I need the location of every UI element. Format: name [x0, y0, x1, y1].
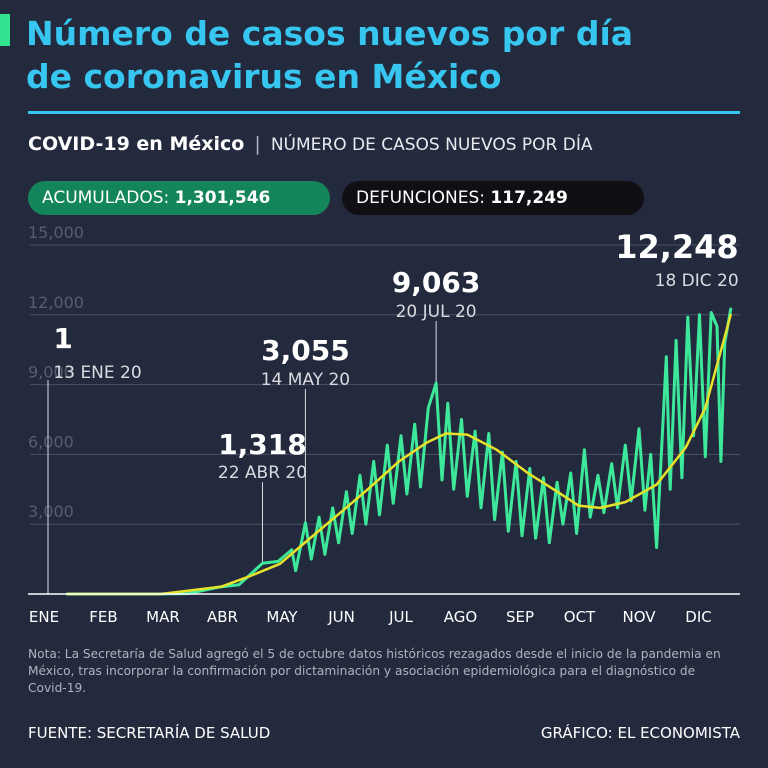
deaths-label: DEFUNCIONES: — [356, 188, 486, 208]
x-tick-label-0: ENE — [29, 608, 59, 626]
x-tick-label-6: JUL — [388, 608, 413, 626]
graphic-credit: GRÁFICO: EL ECONOMISTA — [540, 724, 740, 742]
title-accent-bar — [0, 14, 10, 46]
x-tick-label-9: OCT — [564, 608, 596, 626]
annotation-value-3: 9,063 — [392, 266, 481, 299]
grid-layer: 3,000 6,000 9,000 12,000 15,000 — [28, 223, 740, 525]
x-tick-label-11: DIC — [685, 608, 711, 626]
y-tick-label-4: 15,000 — [28, 223, 84, 242]
y-tick-label-0: 3,000 — [28, 502, 74, 521]
cases-line-chart: 3,000 6,000 9,000 12,000 15,000 1 13 ENE 20 1,… — [28, 223, 740, 626]
subtitle-light: NÚMERO DE CASOS NUEVOS POR DÍA — [270, 135, 593, 155]
annotation-date-3: 20 JUL 20 — [396, 302, 477, 322]
subtitle-bold: COVID-19 en México — [28, 133, 245, 155]
y-tick-label-1: 6,000 — [28, 432, 74, 451]
x-tick-label-5: JUN — [327, 608, 355, 626]
annotation-date-1: 22 ABR 20 — [218, 463, 307, 483]
accumulated-badge: ACUMULADOS: 1,301,546 — [28, 181, 330, 215]
annotation-value-4: 12,248 — [615, 228, 738, 266]
x-tick-label-3: ABR — [207, 608, 238, 626]
annotation-date-2: 14 MAY 20 — [261, 370, 350, 390]
chart-subtitle: COVID-19 en México | NÚMERO DE CASOS NUE… — [28, 133, 593, 155]
x-tick-label-7: AGO — [444, 608, 477, 626]
page-title: Número de casos nuevos por día de corona… — [26, 12, 633, 98]
annotation-date-4: 18 DIC 20 — [655, 271, 739, 291]
annotation-date-0: 13 ENE 20 — [53, 363, 141, 383]
annotation-value-1: 1,318 — [218, 428, 307, 461]
series-layer — [65, 307, 733, 596]
annotation-leaders — [47, 321, 437, 594]
x-tick-label-4: MAY — [266, 608, 298, 626]
x-tick-label-1: FEB — [89, 608, 117, 626]
accumulated-label: ACUMULADOS: — [42, 188, 170, 208]
series-line-trend — [66, 313, 732, 596]
x-tick-label-2: MAR — [146, 608, 180, 626]
title-line-2: de coronavirus en México — [26, 57, 502, 96]
x-tick-label-10: NOV — [622, 608, 656, 626]
title-line-1: Número de casos nuevos por día — [26, 14, 634, 53]
series-line-daily — [65, 307, 733, 596]
x-tick-label-8: SEP — [506, 608, 534, 626]
title-divider — [28, 111, 740, 114]
y-tick-label-3: 12,000 — [28, 293, 84, 312]
source-credit: FUENTE: SECRETARÍA DE SALUD — [28, 724, 271, 742]
annotation-value-2: 3,055 — [261, 334, 350, 367]
y-tick-label-2: 9,000 — [28, 363, 74, 382]
footnote: Nota: La Secretaría de Salud agregó el 5… — [28, 647, 721, 695]
subtitle-separator: | — [254, 133, 261, 155]
deaths-value: 117,249 — [490, 188, 568, 208]
annotation-value-0: 1 — [53, 322, 72, 355]
accumulated-value: 1,301,546 — [174, 188, 271, 208]
deaths-badge: DEFUNCIONES: 117,249 — [342, 181, 644, 215]
x-axis: ENE FEB MAR ABR MAY JUN JUL AGO SEP OCT NOV DIC — [28, 593, 740, 626]
